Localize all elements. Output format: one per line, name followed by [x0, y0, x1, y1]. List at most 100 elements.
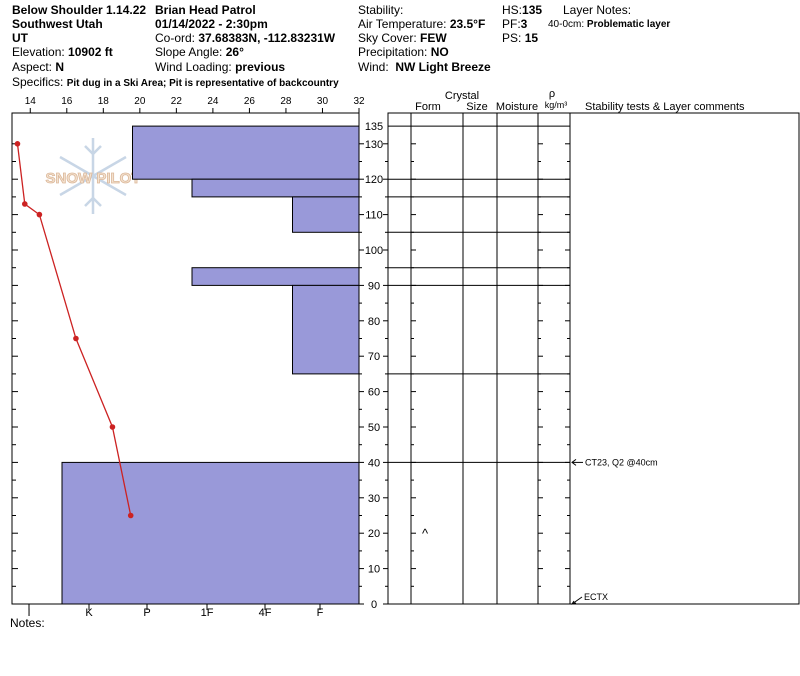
hardness-plot-frame: [11, 112, 360, 605]
pf-value: 3: [520, 17, 528, 31]
height-tick-label: 80: [368, 316, 380, 328]
wind-label: Wind:: [358, 60, 389, 74]
specifics-row: Specifics: Pit dug in a Ski Area; Pit is…: [12, 75, 339, 91]
temperature-tick-label: 32: [353, 96, 365, 107]
wind-loading-value: previous: [235, 60, 286, 74]
comment-pointer: [571, 596, 583, 605]
coord-value: 37.68383N, -112.83231W: [198, 31, 336, 45]
air-temp-row: Air Temperature: 23.5°F: [358, 17, 485, 31]
hardness-tick-label: 1F: [201, 607, 214, 619]
hardness-bar: [61, 461, 360, 605]
hardness-bar: [292, 284, 360, 375]
coord-row: Co-ord: 37.68383N, -112.83231W: [155, 31, 335, 45]
height-tick-label: 50: [368, 422, 380, 434]
air-temp-value: 23.5°F: [449, 17, 486, 31]
crystal-column-header: Crystal: [445, 90, 479, 102]
elevation-label: Elevation:: [12, 45, 65, 59]
wind-loading-row: Wind Loading: previous: [155, 60, 285, 74]
density-symbol: ρ: [549, 88, 555, 100]
snowflake-icon: [59, 138, 127, 214]
temperature-tick-label: 18: [98, 96, 110, 107]
sky-row: Sky Cover: FEW: [358, 31, 447, 45]
snowpilot-watermark: SNOW PILOT: [45, 138, 141, 214]
elevation-value: 10902 ft: [68, 45, 113, 59]
hardness-tick-label: 4F: [259, 607, 272, 619]
temperature-tick-label: 26: [244, 96, 256, 107]
comment-arrowhead: [571, 458, 577, 466]
hardness-bar: [292, 196, 360, 233]
pf-label: PF:: [502, 17, 521, 31]
density-unit: kg/m³: [545, 100, 568, 110]
temperature-point: [127, 512, 134, 519]
height-tick-label: 30: [368, 493, 380, 505]
hardness-bar: [191, 178, 360, 198]
hs-row: HS:135: [502, 3, 542, 17]
hardness-bar: [191, 267, 360, 286]
sky-value: FEW: [420, 31, 447, 45]
temperature-tick-label: 22: [171, 96, 183, 107]
hardness-tick-label: P: [143, 607, 150, 619]
hardness-bar: [132, 125, 360, 180]
layer-table-frame: [387, 112, 800, 605]
comment-arrowhead: [570, 600, 577, 605]
height-tick-label: 10: [368, 564, 380, 576]
notes-label: Notes:: [10, 616, 45, 630]
precip-label: Precipitation:: [358, 45, 428, 59]
aspect-value: N: [55, 60, 65, 74]
comment-text: ECTX: [584, 592, 608, 602]
height-tick-label: 100: [365, 245, 383, 257]
sky-label: Sky Cover:: [358, 31, 417, 45]
temperature-point: [109, 424, 116, 430]
hardness-tick-label: K: [85, 607, 93, 619]
temperature-line: [16, 143, 132, 516]
watermark-text: SNOW PILOT: [46, 170, 141, 187]
temperature-point: [36, 211, 43, 218]
precip-row: Precipitation: NO: [358, 45, 449, 59]
observer: Brian Head Patrol: [155, 3, 256, 17]
temperature-tick-label: 30: [317, 96, 329, 107]
ps-row: PS: 15: [502, 31, 538, 45]
specifics-value: Pit dug in a Ski Area; Pit is representa…: [66, 78, 339, 89]
elevation-row: Elevation: 10902 ft: [12, 45, 113, 59]
slope-value: 26°: [225, 45, 244, 59]
region: Southwest Utah: [12, 17, 103, 31]
height-tick-label: 70: [368, 351, 380, 363]
height-tick-label: 20: [368, 528, 380, 540]
height-tick-label: 110: [365, 210, 383, 222]
layer-notes-row: 40-0cm: Problematic layer: [548, 18, 670, 32]
crystal-form-symbol: ^: [422, 526, 429, 541]
aspect-row: Aspect: N: [12, 60, 64, 74]
temperature-tick-label: 16: [61, 96, 73, 107]
hardness-tick-label: F: [317, 607, 324, 619]
layer-notes-depth: 40-0cm:: [548, 19, 585, 30]
height-tick-label: 90: [368, 280, 380, 292]
stability-label: Stability:: [358, 3, 404, 17]
height-tick-label: 60: [368, 387, 380, 399]
comment-text: CT23, Q2 @40cm: [585, 457, 658, 467]
layer-notes-text: Problematic layer: [586, 19, 671, 30]
temperature-tick-label: 28: [280, 96, 292, 107]
temperature-point: [73, 335, 79, 342]
pit-name: Below Shoulder 1.14.22: [12, 3, 147, 17]
aspect-label: Aspect:: [12, 60, 53, 74]
temperature-tick-label: 14: [25, 96, 37, 107]
moisture-column-header: Moisture: [496, 101, 538, 113]
form-column-header: Form: [415, 101, 441, 113]
size-column-header: Size: [466, 101, 487, 113]
hs-value: 135: [522, 3, 543, 17]
temperature-point: [14, 141, 21, 147]
comments-column-header: Stability tests & Layer comments: [585, 101, 745, 113]
ps-label: PS:: [502, 31, 522, 45]
layer-notes-label: Layer Notes:: [563, 3, 632, 17]
wind-row: Wind: NW Light Breeze: [358, 60, 491, 74]
wind-loading-label: Wind Loading:: [155, 60, 232, 74]
ps-value: 15: [524, 31, 539, 45]
pf-row: PF:3: [502, 17, 527, 31]
datetime: 01/14/2022 - 2:30pm: [155, 17, 268, 31]
slope-row: Slope Angle: 26°: [155, 45, 244, 59]
height-tick-label: 135: [365, 121, 383, 133]
hardness-tick-label: I: [27, 607, 30, 619]
coord-label: Co-ord:: [155, 31, 196, 45]
height-tick-label: 0: [371, 599, 377, 611]
